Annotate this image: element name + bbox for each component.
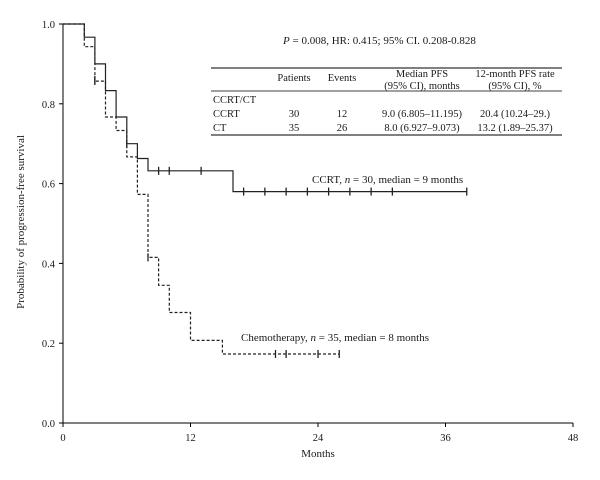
table-row-ccrt-rate: 20.4 (10.24–29.) <box>480 109 550 120</box>
table-row-ccrt-patients: 30 <box>289 109 300 120</box>
series-label-chemo-n: n <box>311 332 317 344</box>
stats-rest: = 0.008, HR: 0.415; 95% CI. 0.208-0.828 <box>290 35 477 47</box>
table-header-median: Median PFS (95% CI), months <box>384 69 460 92</box>
x-tick-label: 24 <box>313 433 324 444</box>
table-header-rate: 12-month PFS rate (95% CI), % <box>475 69 555 92</box>
table-row-ct-name: CT <box>213 123 227 134</box>
x-tick-label: 12 <box>185 433 196 444</box>
table-row-ct-median: 8.0 (6.927–9.073) <box>384 123 460 134</box>
table-group-label: CCRT/CT <box>213 95 257 106</box>
x-tick-label: 0 <box>60 433 65 444</box>
curve-ccrt <box>63 23 467 193</box>
series-label-ccrt-n: n <box>345 174 351 186</box>
stats-line: P = 0.008, HR: 0.415; 95% CI. 0.208-0.82… <box>282 35 476 47</box>
y-tick-label: 1.0 <box>42 20 55 31</box>
series-label-ccrt-pre: CCRT, <box>312 174 345 186</box>
x-axis-label: Months <box>301 448 335 460</box>
table-header-rate-line1: 12-month PFS rate <box>475 69 555 80</box>
survival-curves <box>63 23 467 355</box>
censor-marks <box>94 75 468 358</box>
table-row-ct-events: 26 <box>337 123 348 134</box>
y-tick-label: 0.2 <box>42 339 55 350</box>
y-ticks: 0.0 0.2 0.4 0.6 0.8 1.0 <box>42 20 63 430</box>
pfs-table: Patients Events Median PFS (95% CI), mont… <box>211 67 562 136</box>
x-tick-label: 48 <box>568 433 579 444</box>
table-row-ccrt-events: 12 <box>337 109 348 120</box>
series-label-chemo: Chemotherapy, n = 35, median = 8 months <box>241 332 429 344</box>
table-row-ct-patients: 35 <box>289 123 300 134</box>
x-tick-label: 36 <box>440 433 451 444</box>
table-header-median-line2: (95% CI), months <box>384 81 460 92</box>
series-label-chemo-post: = 35, median = 8 months <box>316 332 429 344</box>
y-tick-label: 0.0 <box>42 419 55 430</box>
y-tick-label: 0.4 <box>42 259 56 270</box>
series-label-ccrt-post: = 30, median = 9 months <box>350 174 463 186</box>
table-row-ct-rate: 13.2 (1.89–25.37) <box>477 123 553 134</box>
y-axis-label: Probability of progression-free survival <box>15 135 27 309</box>
curve-chemotherapy <box>63 23 340 355</box>
x-ticks: 0 12 24 36 48 <box>60 423 578 444</box>
series-label-ccrt: CCRT, n = 30, median = 9 months <box>312 174 463 186</box>
table-header-median-line1: Median PFS <box>396 69 448 80</box>
stats-p: P <box>282 35 290 47</box>
table-header-rate-line2: (95% CI), % <box>488 81 542 92</box>
y-tick-label: 0.8 <box>42 100 55 111</box>
table-row-ccrt-name: CCRT <box>213 109 240 120</box>
table-header-patients: Patients <box>277 73 310 84</box>
table-header-events: Events <box>328 73 357 84</box>
y-tick-label: 0.6 <box>42 180 55 191</box>
series-label-chemo-pre: Chemotherapy, <box>241 332 311 344</box>
table-row-ccrt-median: 9.0 (6.805–11.195) <box>382 109 463 120</box>
